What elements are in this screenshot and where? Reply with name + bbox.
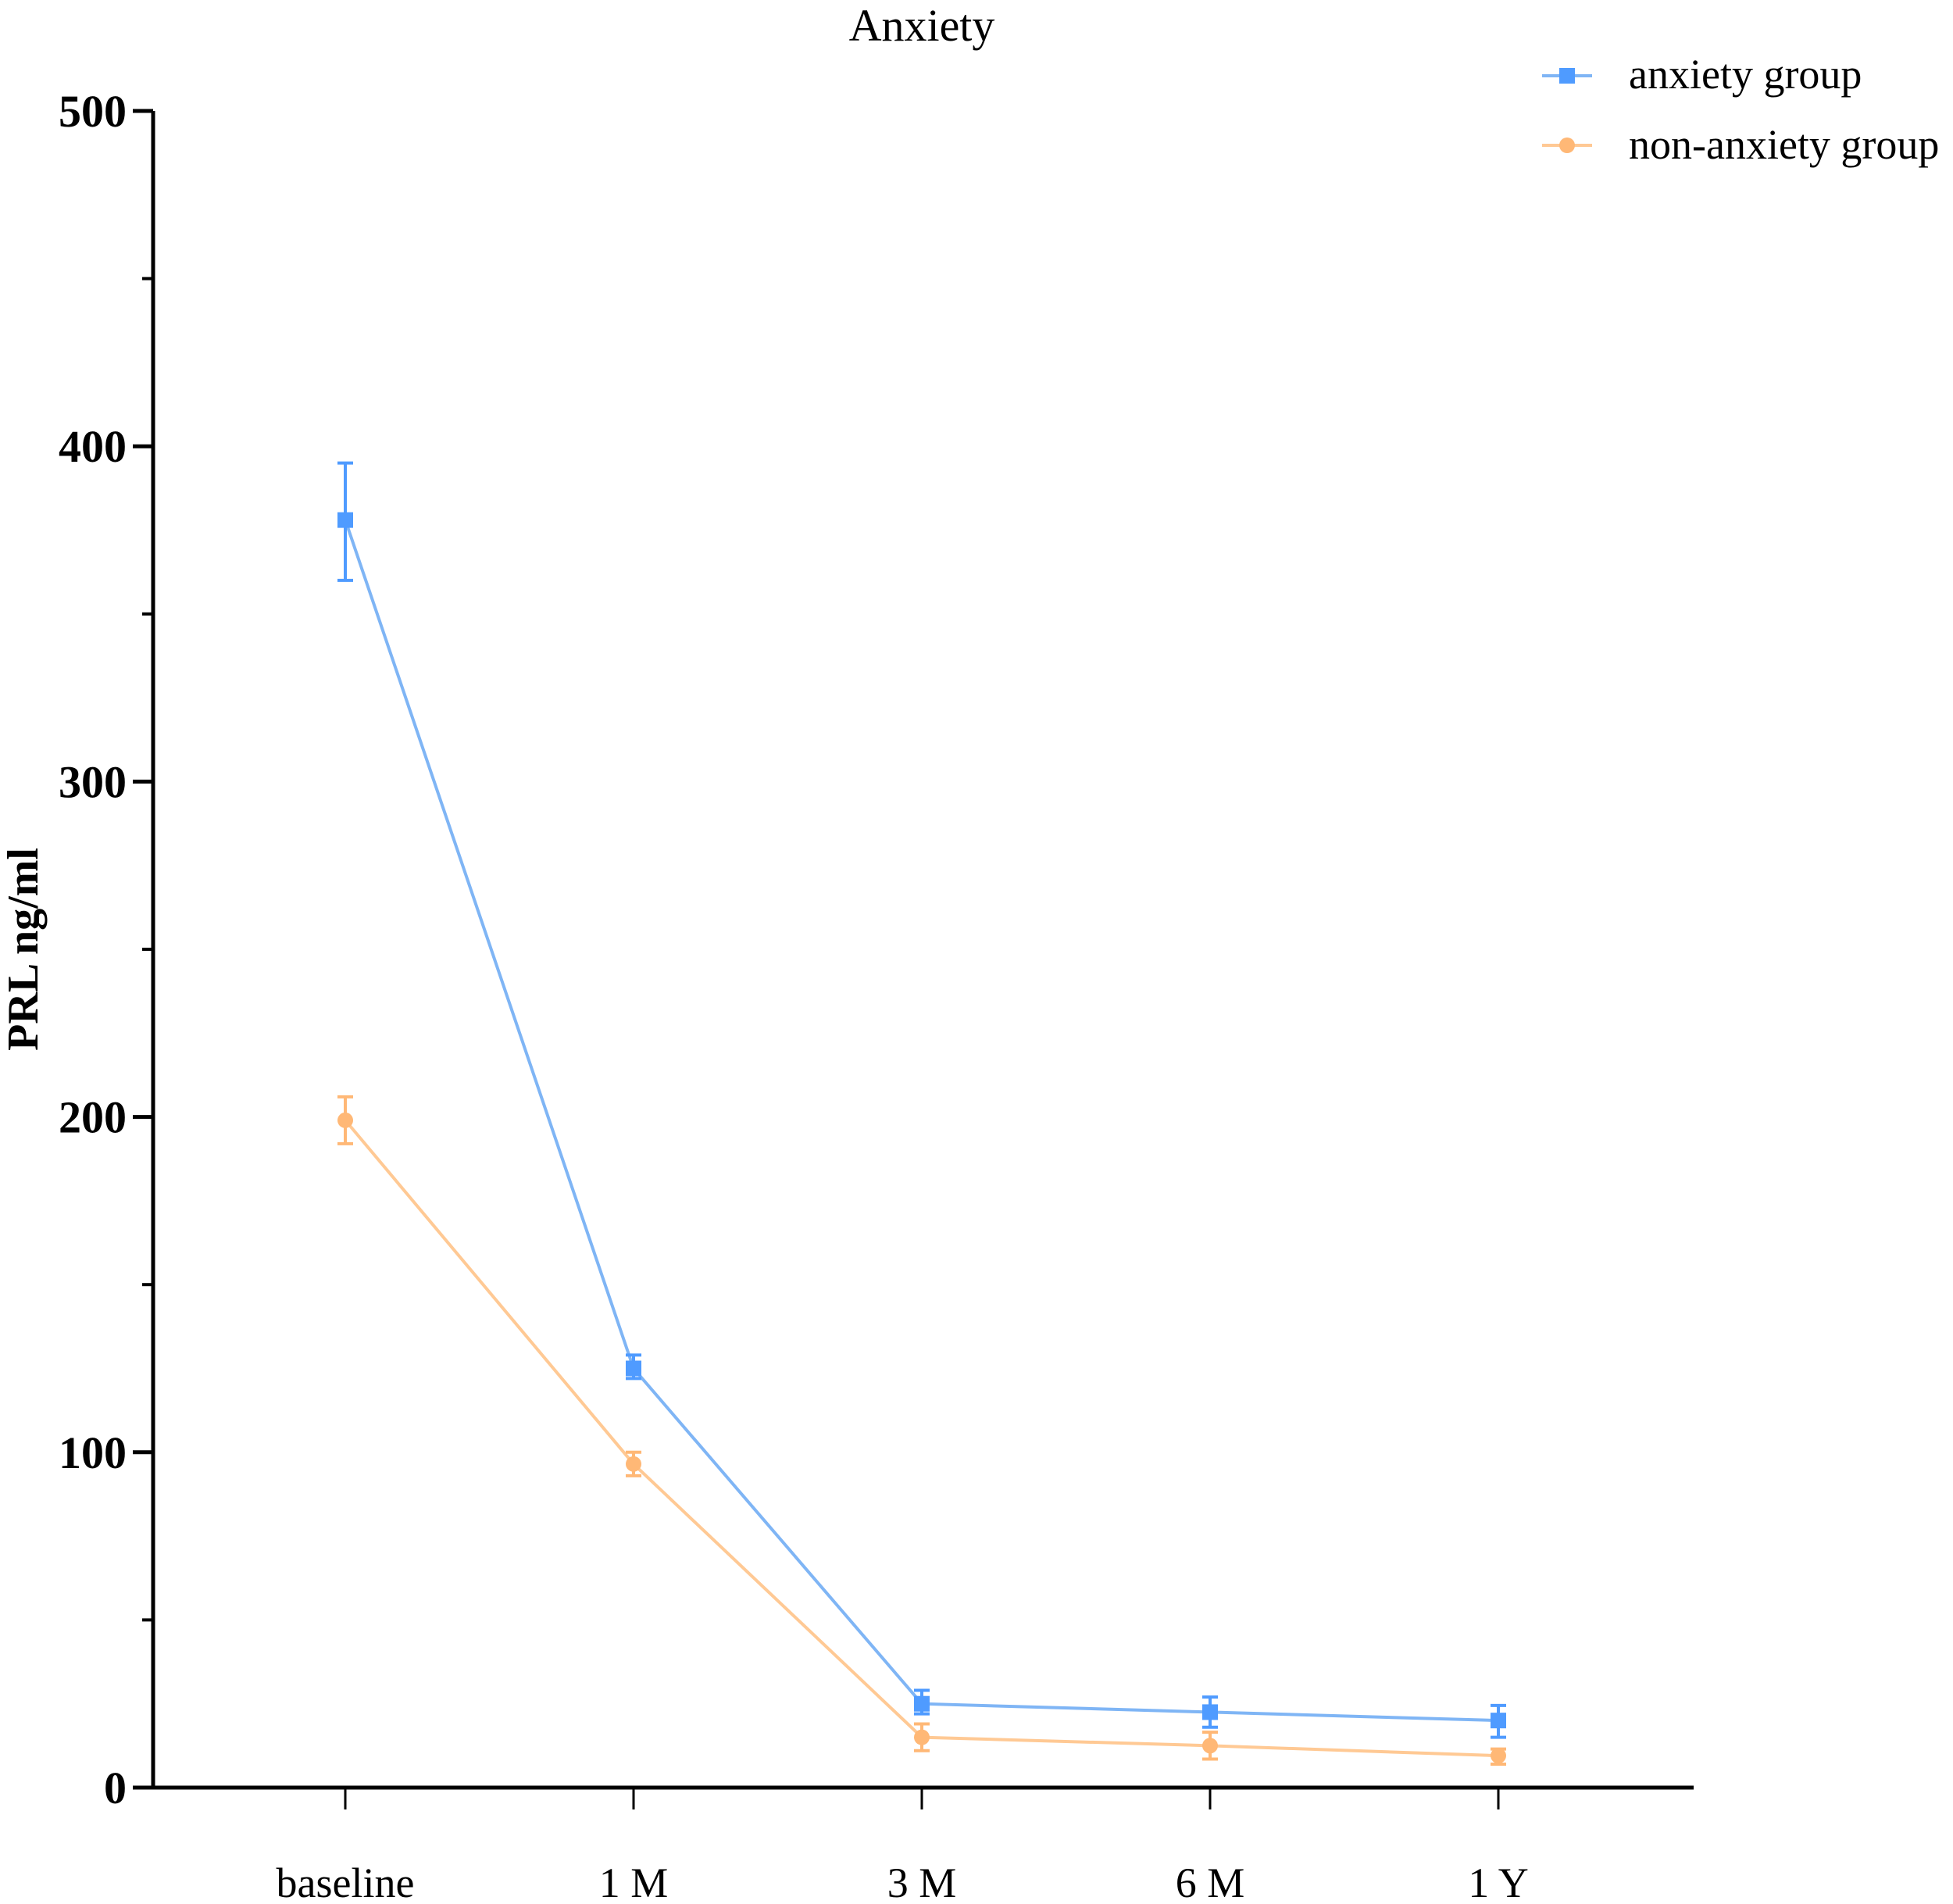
chart-title: Anxiety [849, 0, 995, 51]
x-tick-label: 6 M [1176, 1859, 1245, 1904]
y-tick-label: 500 [59, 86, 127, 137]
y-tick-label: 300 [59, 756, 127, 807]
x-tick-label: baseline [277, 1859, 415, 1904]
y-tick-label: 0 [104, 1763, 127, 1813]
series-anxiety-group [337, 461, 1506, 1739]
legend-item-anxiety: anxiety group [1542, 51, 1862, 98]
square-marker-icon [1491, 1713, 1506, 1729]
circle-marker-icon [1491, 1748, 1506, 1764]
legend-label-anxiety: anxiety group [1629, 51, 1862, 98]
circle-marker-icon [914, 1729, 930, 1745]
circle-marker-icon [626, 1456, 641, 1472]
circle-marker-icon [1559, 138, 1575, 153]
y-tick-label: 100 [59, 1427, 127, 1478]
legend: anxiety group non-anxiety group [1542, 51, 1939, 168]
square-marker-icon [337, 512, 353, 528]
square-marker-icon [1202, 1704, 1218, 1720]
x-tick-label: 1 M [599, 1859, 669, 1904]
square-marker-icon [1559, 68, 1575, 84]
legend-item-non-anxiety: non-anxiety group [1542, 121, 1939, 168]
circle-marker-icon [337, 1112, 353, 1128]
legend-label-non-anxiety: non-anxiety group [1629, 121, 1939, 168]
x-axis: baseline 1 M 3 M 6 M 1 Y [151, 1785, 1694, 1904]
x-tick-label: 3 M [887, 1859, 957, 1904]
y-tick-label: 200 [59, 1092, 127, 1143]
square-marker-icon [914, 1695, 930, 1712]
series-non-anxiety-group [337, 1095, 1506, 1766]
y-tick-label: 400 [59, 421, 127, 472]
data-series [337, 461, 1506, 1766]
square-marker-icon [626, 1360, 641, 1377]
y-axis-label: PRL ng/ml [0, 848, 48, 1051]
circle-marker-icon [1202, 1738, 1218, 1754]
x-tick-label: 1 Y [1468, 1859, 1529, 1904]
y-axis: 0 100 200 300 400 500 [59, 86, 155, 1813]
